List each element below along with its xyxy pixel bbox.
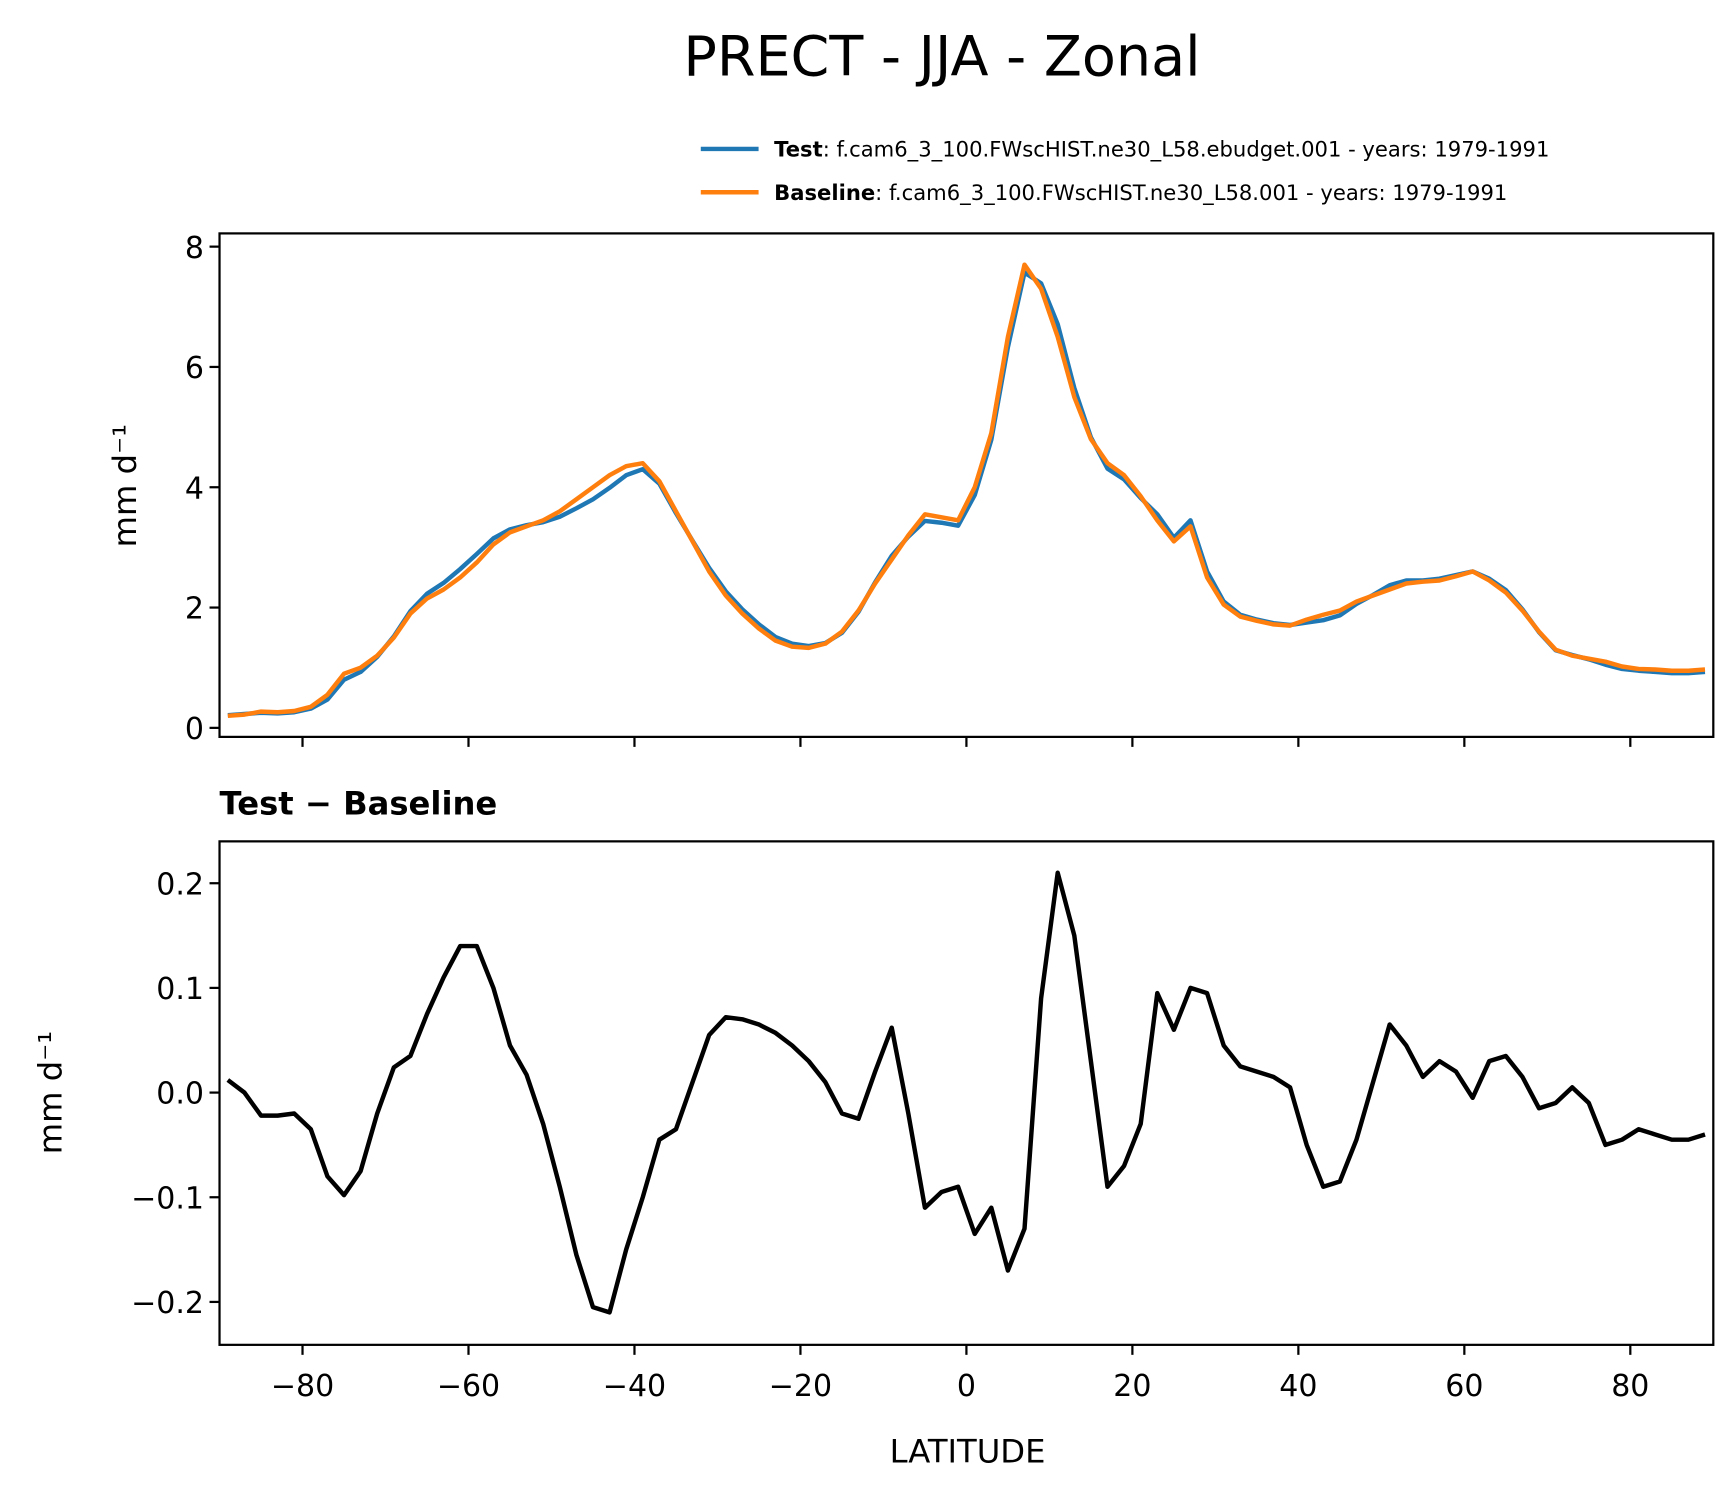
x-axis-label: LATITUDE <box>890 1433 1046 1471</box>
data-line <box>227 262 1706 719</box>
x-tick-label: 0 <box>957 1369 976 1404</box>
legend-name: Test <box>774 137 823 162</box>
legend-label: Test: f.cam6_3_100.FWscHIST.ne30_L58.ebu… <box>774 137 1549 163</box>
y-tick-label: 4 <box>185 471 204 506</box>
x-tick-label: 40 <box>1279 1369 1317 1404</box>
legend-label: Baseline: f.cam6_3_100.FWscHIST.ne30_L58… <box>774 180 1507 206</box>
x-tick-label: −20 <box>769 1369 832 1404</box>
x-tick-label: −40 <box>603 1369 666 1404</box>
legend-description: : f.cam6_3_100.FWscHIST.ne30_L58.001 - y… <box>875 180 1507 206</box>
y-tick-label: −0.2 <box>131 1286 204 1321</box>
x-tick-label: 20 <box>1113 1369 1151 1404</box>
plot-area <box>226 870 1706 1315</box>
y-tick-label: 0 <box>185 712 204 747</box>
x-tick-label: 80 <box>1611 1369 1649 1404</box>
legend-name: Baseline <box>774 180 875 205</box>
y-axis-label: mm d⁻¹ <box>106 424 144 547</box>
data-line <box>226 870 1706 1315</box>
y-tick-label: 0.2 <box>156 867 204 902</box>
axes-frame <box>218 840 1715 1346</box>
subplot-title: Test − Baseline <box>220 785 498 823</box>
y-tick-label: −0.1 <box>131 1181 204 1216</box>
x-tick-label: −60 <box>437 1369 500 1404</box>
y-tick-label: 8 <box>185 231 204 266</box>
y-axis-label: mm d⁻¹ <box>32 1031 70 1154</box>
y-tick-label: 6 <box>185 351 204 386</box>
x-tick-label: 60 <box>1445 1369 1483 1404</box>
axes-frame <box>218 232 1715 738</box>
legend-description: : f.cam6_3_100.FWscHIST.ne30_L58.ebudget… <box>823 137 1550 163</box>
y-tick-label: 2 <box>185 592 204 627</box>
y-tick-label: 0.1 <box>156 972 204 1007</box>
figure-title: PRECT - JJA - Zonal <box>683 25 1200 90</box>
x-tick-label: −80 <box>271 1369 334 1404</box>
plot-area <box>227 262 1706 719</box>
y-tick-label: 0.0 <box>156 1077 204 1112</box>
